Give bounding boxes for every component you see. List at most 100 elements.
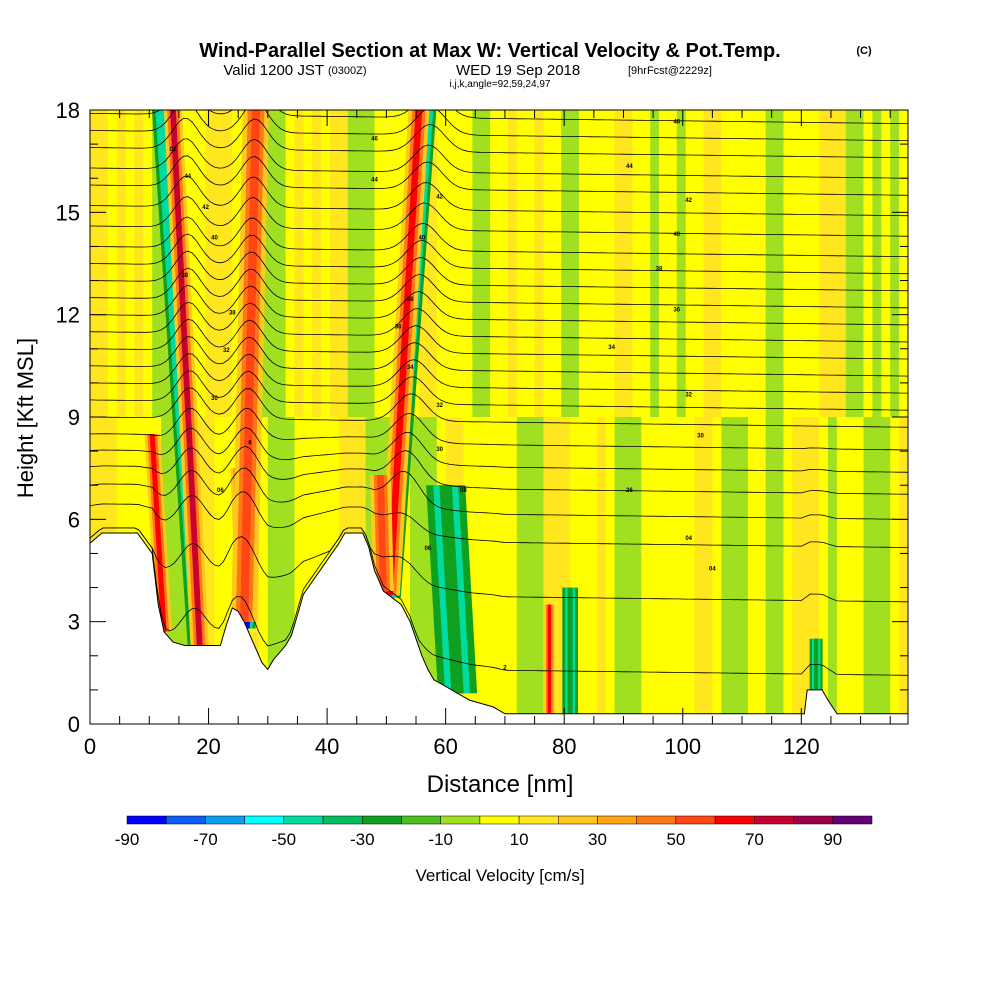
colorbar: -90 -70 -50 -30 -10 10 30 50 70 90 [115,815,873,849]
colorbar-swatch [322,815,363,825]
colorbar-swatch [793,815,834,825]
field-band-lower [899,417,908,724]
contour-label: 42 [436,195,443,201]
theta-contour [90,175,908,217]
x-axis-label: Distance [nm] [427,771,574,798]
colorbar-swatch [244,815,285,825]
colorbar-tick-label: -70 [193,830,218,849]
x-tick-label: 0 [84,734,96,759]
colorbar-swatch [362,815,402,825]
y-axis-label: Height [Kft MSL] [13,338,38,498]
x-tick-label: 40 [315,734,339,759]
colorbar-tick-label: 50 [666,830,685,849]
contour-label: 6 [248,440,252,446]
y-tick-label: 12 [56,303,80,328]
colorbar-swatch [597,815,637,825]
colorbar-swatch [636,815,677,825]
colorbar-tick-label: -50 [272,830,297,849]
theta-contour [90,233,908,275]
contour-label: 36 [673,307,680,313]
theta-contour [90,138,908,179]
copyright-mark: (C) [856,45,872,57]
contour-label: 34 [608,345,615,351]
colorbar-tick-label: -90 [115,830,140,849]
colorbar-label: Vertical Velocity [cm/s] [415,866,584,885]
theta-contour [90,491,908,548]
colorbar-swatch [205,815,245,825]
subtitle-index: i,j,k,angle=92,59,24,97 [450,79,551,90]
colorbar-tick-label: 10 [510,830,529,849]
contour-label: 42 [685,198,692,204]
theta-contour [90,267,908,309]
x-tick-label: 60 [433,734,457,759]
contour-label: 30 [436,447,443,453]
theta-contour [90,284,908,326]
chart-title: Wind-Parallel Section at Max W: Vertical… [199,40,780,62]
y-tick-label: 9 [68,405,80,430]
theta-contour [90,301,908,343]
contour-label: 40 [211,236,218,242]
theta-contour [90,155,908,196]
y-tick-label: 0 [68,712,80,737]
contour-label: 04 [685,536,692,542]
contour-label: 30 [211,396,218,402]
contour-label: 2 [503,665,507,671]
contour-label: 34 [407,365,414,371]
theta-contour [90,318,908,360]
contour-label: 44 [184,174,191,180]
contour-label: 08 [460,488,467,494]
subtitle-utc: (0300Z) [328,65,367,77]
y-tick-label: 18 [56,98,80,123]
theta-contour [90,445,908,495]
contour-label: 32 [685,393,692,399]
colorbar-swatch [754,815,794,825]
velocity-streak [149,434,167,632]
colorbar-swatch [714,815,755,825]
field-band-upper [899,110,908,417]
velocity-streak [377,475,387,591]
colorbar-swatch [479,815,520,825]
colorbar-swatch [440,815,481,825]
plot-area: 02 44 42 40 38 38 32 30 6 06 46 44 42 40 38 36 34 32 30 08 0… [90,110,908,724]
colorbar-swatch [832,815,873,825]
vertical-velocity-features [144,110,823,714]
theta-contour [90,527,908,603]
theta-contour [90,336,908,377]
velocity-streak [567,587,573,714]
subtitle-date: WED 19 Sep 2018 [456,62,580,79]
subtitle-valid: Valid 1200 JST [223,62,324,79]
theta-contour [90,250,908,292]
colorbar-swatch [518,815,559,825]
colorbar-swatch [126,815,167,825]
y-tick-label: 15 [56,200,80,225]
contour-label: 38 [407,297,414,303]
contour-label: 02 [170,147,177,153]
contour-label: 30 [697,434,704,440]
contour-labels: 02 44 42 40 38 38 32 30 6 06 46 44 42 40 38 36 34 32 30 08 0… [170,120,717,672]
colorbar-tick-label: 70 [745,830,764,849]
colorbar-swatch [165,815,206,825]
x-tick-label: 20 [196,734,220,759]
subtitle-forecast: [9hrFcst@2229z] [628,65,712,77]
colorbar-swatch [401,815,441,825]
contour-label: 46 [371,137,378,143]
contour-label: 04 [709,567,716,573]
x-tick-label: 120 [783,734,820,759]
contour-label: 36 [395,324,402,330]
y-tick-label: 3 [68,610,80,635]
contour-label: 44 [626,164,633,170]
theta-contour [90,467,908,520]
colorbar-swatch [283,815,324,825]
theta-contour [90,387,908,428]
theta-contour [90,407,908,451]
contour-label: 26 [626,488,633,494]
theta-contour [90,216,908,258]
contour-label: 38 [656,266,663,272]
contour-label: 44 [371,178,378,184]
x-tick-label: 80 [552,734,576,759]
theta-contour [90,427,908,473]
theta-contour [90,353,908,394]
contour-label: 42 [202,205,209,211]
contour-label: 38 [229,311,236,317]
